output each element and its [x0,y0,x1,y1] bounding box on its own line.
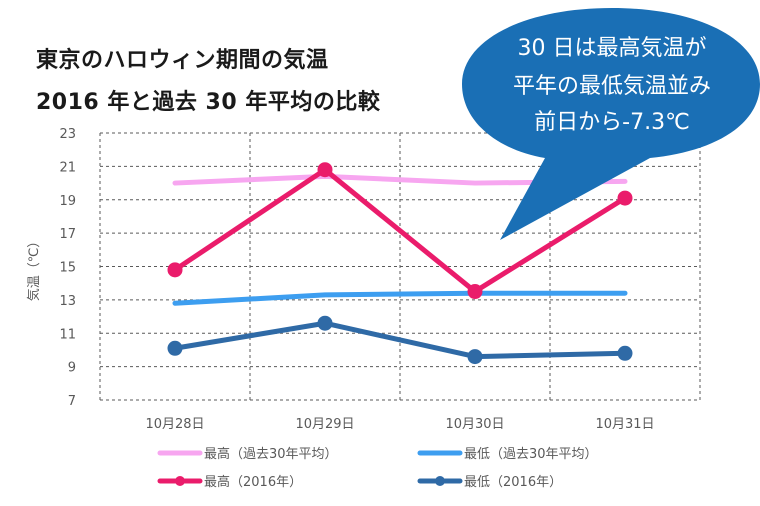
series-2-point-1 [317,162,333,178]
legend-label-2: 最高（2016年） [204,474,302,490]
legend-label-1: 最低（過去30年平均） [464,447,598,462]
x-tick-label: 10月30日 [445,417,504,432]
legend-label-0: 最高（過去30年平均） [204,446,338,462]
series-line-2 [172,167,628,295]
series-3-point-1 [317,315,333,331]
series-3 [167,315,633,365]
series-line-0 [172,173,628,186]
x-tick-label: 10月28日 [145,417,204,432]
series-3-point-2 [467,349,483,365]
legend-item-0: 最高（過去30年平均） [157,446,338,462]
series-0 [172,173,628,186]
chart-title-line-2: 2016 年と過去 30 年平均の比較 [36,90,381,115]
y-tick-label: 11 [59,327,76,342]
series-2-point-2 [467,284,483,300]
y-tick-label: 13 [59,294,76,309]
y-axis-label: 気温（℃） [26,235,42,302]
grid [99,132,701,401]
legend-item-3: 最低（2016年） [417,475,562,490]
y-tick-label: 23 [59,127,76,142]
series-2-point-0 [167,262,183,278]
series-1 [172,290,628,306]
y-tick-label: 17 [59,227,76,242]
callout-line-1: 30 日は最高気温が [517,36,707,61]
callout-line-2: 平年の最低気温並み [512,74,711,99]
y-axis-ticks: 7 9 11 13 15 17 19 21 23 [59,127,76,409]
series-2-point-3 [617,190,633,206]
x-tick-label: 10月31日 [595,417,654,432]
legend-item-1: 最低（過去30年平均） [417,447,598,462]
y-tick-label: 21 [59,160,76,175]
legend-marker-3 [435,476,445,486]
series-3-point-0 [167,340,183,356]
y-tick-label: 7 [68,394,76,409]
series-line-1 [172,290,628,306]
series-line-3 [172,320,628,360]
callout-line-3: 前日から-7.3℃ [534,110,690,135]
chart-title-line-1: 東京のハロウィン期間の気温 [36,48,329,73]
legend-marker-2 [175,476,185,486]
x-axis-ticks: 10月28日 10月29日 10月30日 10月31日 [145,417,654,432]
x-tick-label: 10月29日 [295,417,354,432]
legend: 最高（過去30年平均） 最低（過去30年平均） 最高（2016年） 最低（2016年） [157,446,598,490]
series-3-point-3 [617,345,633,361]
legend-label-3: 最低（2016年） [464,475,562,490]
y-tick-label: 9 [68,361,76,376]
y-tick-label: 15 [59,261,76,276]
legend-item-2: 最高（2016年） [157,474,302,490]
y-tick-label: 19 [59,194,76,209]
